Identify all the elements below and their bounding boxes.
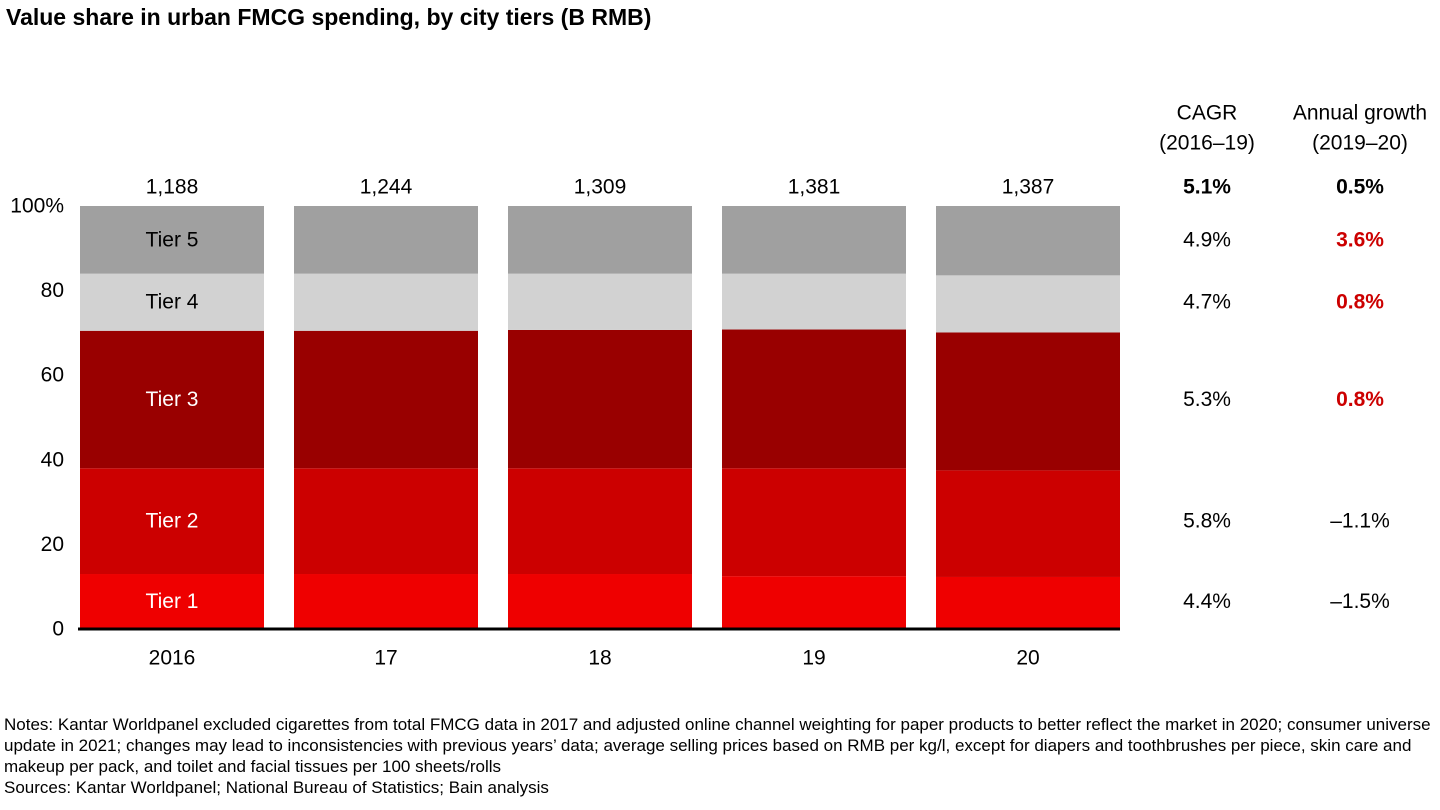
bar-segment-tier-1 (80, 574, 264, 629)
annual-growth-value: 0.8% (1336, 388, 1384, 411)
bar-segment-tier-4 (722, 273, 906, 330)
annual-growth-value: –1.1% (1330, 510, 1390, 533)
x-tick-label: 20 (1016, 647, 1039, 670)
bar-segment-tier-3 (508, 329, 692, 469)
x-tick-label: 19 (802, 647, 825, 670)
annual-growth-value: –1.5% (1330, 590, 1390, 613)
cagr-value: 4.4% (1183, 590, 1231, 613)
bar-total-label: 1,381 (788, 176, 841, 199)
bar-segment-tier-2 (80, 468, 264, 575)
bar-segment-tier-4 (80, 273, 264, 331)
series-label: Tier 1 (146, 590, 199, 613)
bar-segment-tier-3 (80, 330, 264, 469)
bar-segment-tier-1 (508, 574, 692, 629)
bar-segment-tier-1 (722, 576, 906, 629)
footnotes: Notes: Kantar Worldpanel excluded cigare… (4, 714, 1440, 798)
stacked-bar-chart: 0 20 40 60 80 100% Tier 1 Tier 2 Tier 3 Tier 4 Tie… (10, 102, 1427, 670)
bar-segment-tier-5 (508, 206, 692, 274)
growth-header-line2: (2016–19) (1159, 132, 1255, 155)
bar-segment-tier-4 (508, 273, 692, 330)
cagr-value: 4.9% (1183, 228, 1231, 251)
bar-segment-tier-2 (294, 468, 478, 575)
bar-segment-tier-5 (936, 206, 1120, 276)
x-tick-label: 2016 (149, 647, 196, 670)
chart-title: Value share in urban FMCG spending, by c… (6, 4, 652, 30)
bar-segment-tier-3 (294, 330, 478, 469)
growth-header-line2: (2019–20) (1312, 132, 1408, 155)
bar-segment-tier-2 (722, 468, 906, 577)
bar-segment-tier-3 (936, 332, 1120, 471)
bar-segment-tier-5 (294, 206, 478, 274)
series-label: Tier 2 (146, 510, 199, 533)
bar-segment-tier-2 (508, 468, 692, 575)
growth-header-line1: CAGR (1177, 102, 1238, 125)
x-tick-label: 18 (588, 647, 611, 670)
bar-segment-tier-4 (294, 273, 478, 331)
series-label: Tier 3 (146, 388, 199, 411)
annual-growth-value: 0.8% (1336, 291, 1384, 314)
sources-text: Sources: Kantar Worldpanel; National Bur… (4, 778, 549, 797)
y-tick-label: 40 (41, 448, 64, 471)
cagr-value: 4.7% (1183, 291, 1231, 314)
bar-segment-tier-5 (722, 206, 906, 274)
series-label: Tier 4 (146, 291, 199, 314)
cagr-value: 5.1% (1183, 176, 1231, 199)
annual-growth-value: 3.6% (1336, 228, 1384, 251)
series-label: Tier 5 (146, 228, 199, 251)
bar-segment-tier-1 (936, 576, 1120, 629)
bar-total-label: 1,244 (360, 176, 413, 199)
annual-growth-value: 0.5% (1336, 176, 1384, 199)
bar-total-label: 1,309 (574, 176, 627, 199)
cagr-value: 5.3% (1183, 388, 1231, 411)
y-tick-label: 80 (41, 279, 64, 302)
bar-total-label: 1,188 (146, 176, 199, 199)
bar-segment-tier-5 (80, 206, 264, 274)
y-tick-label: 20 (41, 533, 64, 556)
bar-segment-tier-1 (294, 574, 478, 629)
y-tick-label: 60 (41, 364, 64, 387)
y-tick-label: 100% (10, 195, 64, 218)
y-tick-label: 0 (52, 618, 64, 641)
notes-text: Notes: Kantar Worldpanel excluded cigare… (4, 715, 1431, 776)
bar-segment-tier-2 (936, 470, 1120, 577)
bar-segment-tier-3 (722, 329, 906, 469)
cagr-value: 5.8% (1183, 510, 1231, 533)
bar-total-label: 1,387 (1002, 176, 1055, 199)
x-tick-label: 17 (374, 647, 397, 670)
growth-header-line1: Annual growth (1293, 102, 1427, 125)
bar-segment-tier-4 (936, 275, 1120, 333)
